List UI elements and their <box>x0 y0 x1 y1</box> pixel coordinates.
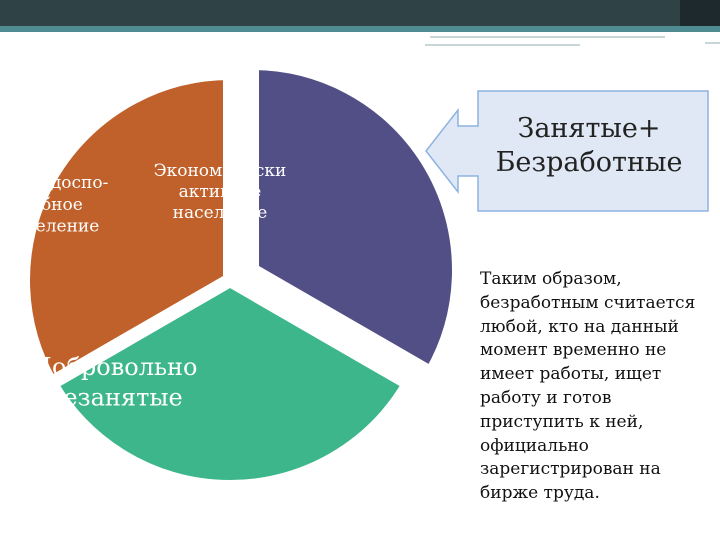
header-rule <box>430 36 665 38</box>
pie-slice-label-3: Нетрудоспо-собное население <box>0 173 108 237</box>
pie-slice-3 <box>16 65 237 394</box>
pie-slice-2 <box>41 271 419 494</box>
header-rule <box>705 42 720 44</box>
header-accent-line <box>0 26 720 32</box>
header-band <box>0 0 720 26</box>
header-rule <box>425 44 580 46</box>
callout-text: Занятые+ Безработные <box>495 113 683 178</box>
pie-slice-label-2: Добровольно незанятые <box>33 353 198 412</box>
explanation-text: Таким образом, безработным считается люб… <box>480 269 696 504</box>
pie-slice-1 <box>245 55 466 384</box>
annotation-economically-active: Экономически активное население <box>154 161 287 223</box>
header-band-end <box>680 0 720 26</box>
callout-box <box>425 90 709 212</box>
